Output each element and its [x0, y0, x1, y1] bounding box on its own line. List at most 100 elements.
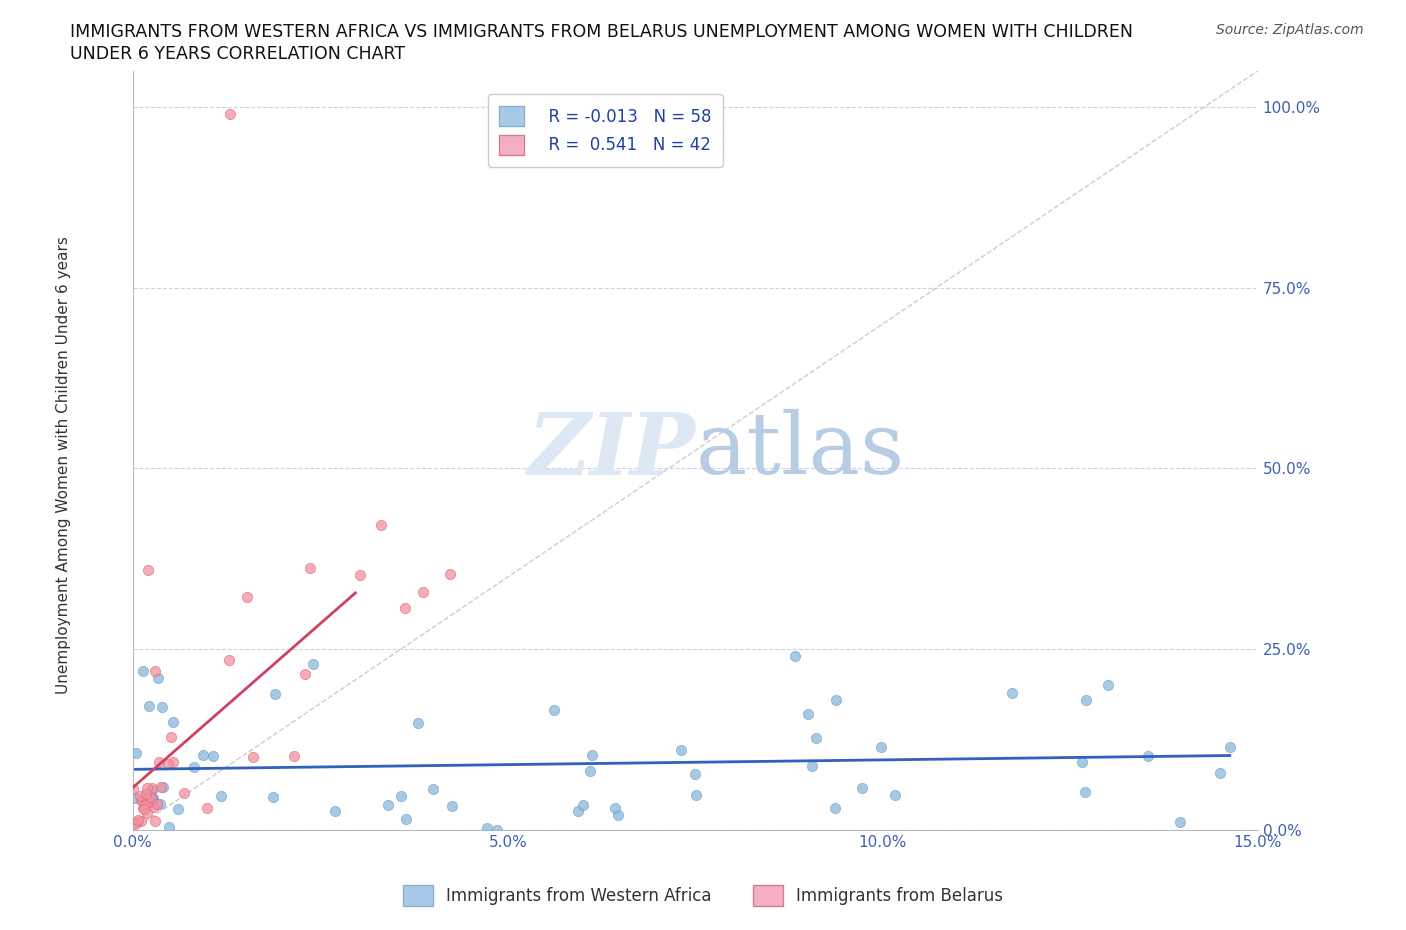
Point — [801, 759, 824, 774]
Point — [543, 703, 565, 718]
Point — [124, 817, 146, 832]
Point — [159, 819, 181, 834]
Legend: Immigrants from Western Africa, Immigrants from Belarus: Immigrants from Western Africa, Immigran… — [396, 879, 1010, 912]
Point — [157, 756, 180, 771]
Point — [804, 730, 827, 745]
Point — [143, 814, 166, 829]
Point — [166, 801, 188, 816]
Point — [294, 667, 316, 682]
Point — [150, 699, 173, 714]
Point — [477, 820, 499, 835]
Point — [605, 800, 627, 815]
Point — [125, 815, 148, 830]
Text: Source: ZipAtlas.com: Source: ZipAtlas.com — [1216, 23, 1364, 37]
Point — [135, 787, 157, 802]
Point — [669, 742, 692, 757]
Point — [129, 789, 152, 804]
Point — [131, 792, 153, 807]
Point — [134, 802, 156, 817]
Point — [219, 107, 242, 122]
Point — [152, 780, 174, 795]
Point — [685, 767, 707, 782]
Point — [149, 797, 172, 812]
Point — [412, 584, 434, 599]
Point — [440, 799, 463, 814]
Point — [283, 749, 305, 764]
Point — [370, 518, 392, 533]
Point — [191, 748, 214, 763]
Point — [135, 790, 157, 805]
Point — [439, 566, 461, 581]
Text: ZIP: ZIP — [527, 408, 696, 492]
Point — [572, 797, 595, 812]
Point — [138, 794, 160, 809]
Point — [567, 804, 589, 818]
Text: Unemployment Among Women with Children Under 6 years: Unemployment Among Women with Children U… — [56, 236, 70, 694]
Point — [1219, 739, 1241, 754]
Point — [1074, 693, 1097, 708]
Point — [209, 789, 232, 804]
Point — [395, 812, 418, 827]
Point — [124, 745, 146, 760]
Point — [1001, 685, 1024, 700]
Point — [136, 805, 159, 820]
Point — [124, 790, 146, 805]
Point — [1209, 765, 1232, 780]
Point — [148, 754, 170, 769]
Point — [299, 561, 322, 576]
Point — [132, 801, 155, 816]
Text: atlas: atlas — [696, 409, 904, 492]
Point — [141, 782, 163, 797]
Point — [138, 698, 160, 713]
Point — [581, 748, 603, 763]
Point — [1097, 678, 1119, 693]
Point — [242, 750, 264, 764]
Point — [825, 693, 848, 708]
Point — [262, 790, 284, 804]
Point — [173, 786, 195, 801]
Point — [136, 563, 159, 578]
Point — [883, 788, 905, 803]
Point — [146, 796, 169, 811]
Point — [824, 801, 846, 816]
Point — [218, 653, 240, 668]
Point — [1073, 784, 1095, 799]
Point — [797, 707, 820, 722]
Point — [202, 749, 225, 764]
Point — [323, 804, 346, 818]
Point — [195, 801, 218, 816]
Point — [143, 663, 166, 678]
Point — [136, 780, 159, 795]
Text: IMMIGRANTS FROM WESTERN AFRICA VS IMMIGRANTS FROM BELARUS UNEMPLOYMENT AMONG WOM: IMMIGRANTS FROM WESTERN AFRICA VS IMMIGR… — [70, 23, 1133, 41]
Text: UNDER 6 YEARS CORRELATION CHART: UNDER 6 YEARS CORRELATION CHART — [70, 45, 405, 62]
Point — [377, 798, 399, 813]
Point — [301, 657, 323, 671]
Point — [422, 781, 444, 796]
Point — [264, 687, 287, 702]
Point — [394, 601, 416, 616]
Point — [183, 760, 205, 775]
Point — [1137, 749, 1160, 764]
Point — [129, 814, 152, 829]
Point — [160, 730, 183, 745]
Point — [149, 780, 172, 795]
Point — [141, 781, 163, 796]
Point — [141, 790, 163, 804]
Point — [162, 754, 184, 769]
Point — [131, 792, 153, 807]
Point — [406, 716, 429, 731]
Point — [685, 788, 707, 803]
Point — [148, 671, 170, 685]
Point — [349, 567, 371, 582]
Point — [143, 800, 166, 815]
Point — [134, 798, 156, 813]
Point — [389, 789, 412, 804]
Point — [141, 791, 163, 806]
Legend:   R = -0.013   N = 58,   R =  0.541   N = 42: R = -0.013 N = 58, R = 0.541 N = 42 — [488, 94, 723, 166]
Point — [607, 807, 630, 822]
Point — [236, 590, 259, 604]
Point — [162, 714, 184, 729]
Point — [132, 663, 155, 678]
Point — [851, 781, 873, 796]
Point — [142, 790, 165, 805]
